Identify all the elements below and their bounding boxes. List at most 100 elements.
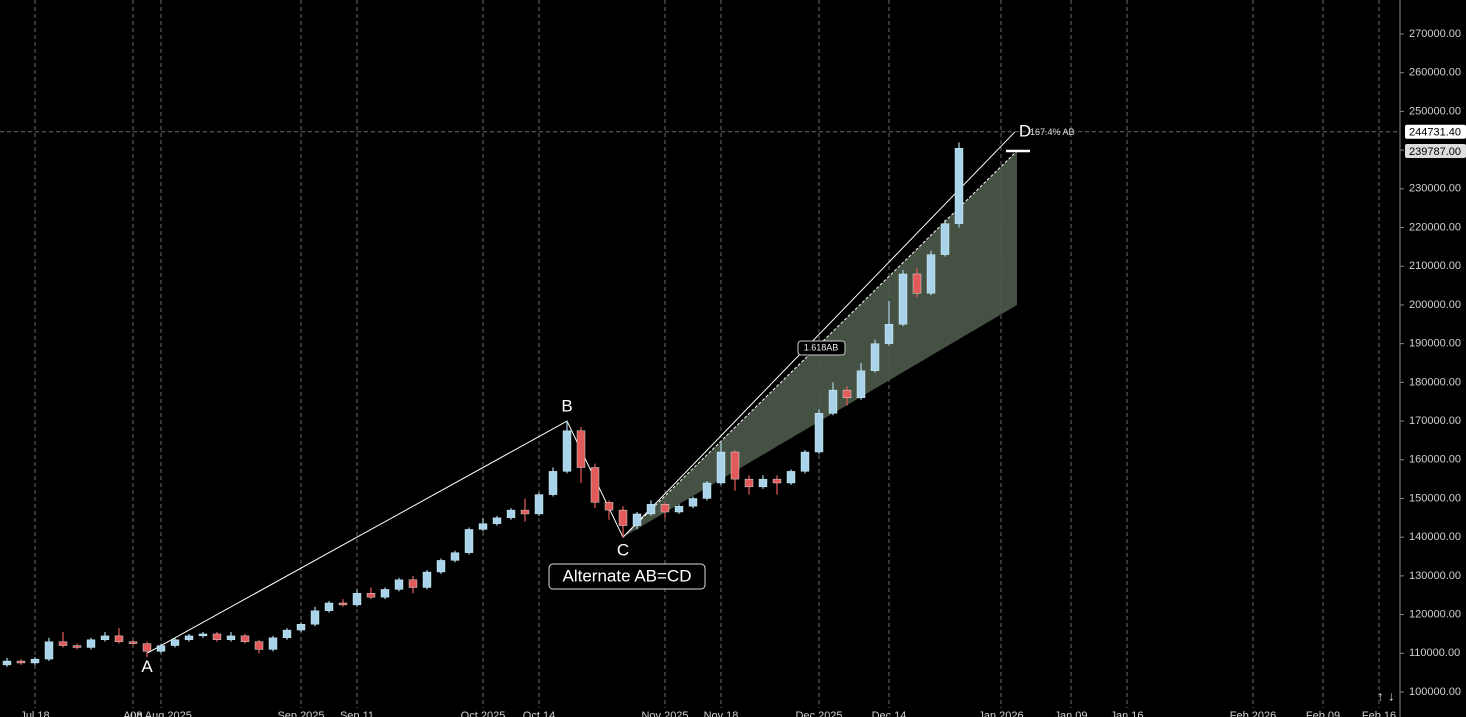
price-tag-box	[1405, 143, 1466, 158]
x-tick-label: Sep 2025	[277, 710, 324, 717]
x-tick-label: Nov 18	[704, 710, 739, 717]
candle-body	[576, 430, 586, 468]
candle-body	[268, 637, 278, 650]
x-tick-label: Sep 11	[340, 710, 374, 717]
candle-body	[772, 478, 782, 484]
x-tick-label: Jan 16	[1110, 710, 1143, 717]
scroll-up-icon[interactable]: ↑	[1377, 688, 1384, 703]
candles	[2, 142, 964, 667]
x-tick-label: Oct 2025	[461, 710, 506, 717]
y-tick-label: 250000.00	[1409, 105, 1461, 117]
x-tick-label: Nov 2025	[641, 710, 688, 717]
pattern-point-label: A	[141, 657, 153, 676]
y-tick-label: 150000.00	[1409, 492, 1461, 504]
candle-body	[310, 610, 320, 625]
candle-body	[604, 502, 614, 511]
candle-body	[240, 635, 250, 642]
candle-body	[520, 509, 530, 515]
candle-body	[562, 430, 572, 472]
y-tick-label: 190000.00	[1409, 338, 1461, 350]
candle-body	[408, 579, 418, 588]
y-tick-label: 120000.00	[1409, 608, 1461, 620]
candle-body	[282, 629, 292, 639]
scroll-down-icon[interactable]: ↓	[1388, 688, 1395, 703]
x-tick-label: Dec 14	[872, 710, 907, 717]
candle-body	[2, 660, 12, 666]
pattern-name: Alternate AB=CD	[563, 566, 692, 585]
y-tick-label: 180000.00	[1409, 376, 1461, 388]
ratio-label: 1.618AB	[804, 342, 839, 352]
y-tick-label: 170000.00	[1409, 415, 1461, 427]
y-tick-label: 210000.00	[1409, 260, 1461, 272]
y-tick-label: 260000.00	[1409, 67, 1461, 79]
pattern-point-label: B	[561, 397, 572, 416]
candle-body	[534, 494, 544, 515]
price-tag-box	[1405, 124, 1466, 139]
x-tick-label: Jan 09	[1054, 710, 1087, 717]
candle-body	[184, 635, 194, 640]
candle-body	[632, 513, 642, 526]
candle-body	[30, 658, 40, 664]
y-tick-label: 220000.00	[1409, 221, 1461, 233]
y-tick-label: 100000.00	[1409, 686, 1461, 698]
candle-body	[786, 471, 796, 484]
candle-body	[590, 467, 600, 503]
candle-body	[954, 147, 964, 224]
candle-body	[380, 589, 390, 598]
candle-body	[226, 635, 236, 640]
candle-body	[688, 498, 698, 507]
candle-body	[744, 478, 754, 488]
y-tick-label: 140000.00	[1409, 531, 1461, 543]
candle-body	[58, 641, 68, 646]
candle-body	[646, 504, 656, 515]
candle-body	[828, 389, 838, 414]
candle-body	[618, 509, 628, 526]
candle-body	[492, 517, 502, 524]
candle-body	[72, 645, 82, 648]
candle-body	[128, 641, 138, 644]
x-tick-label: 08 Aug 2025	[130, 710, 192, 717]
candle-body	[100, 635, 110, 640]
candle-body	[254, 641, 264, 650]
candle-body	[198, 633, 208, 637]
candle-body	[156, 645, 166, 652]
candle-body	[422, 571, 432, 588]
candle-body	[212, 633, 222, 640]
candle-body	[366, 593, 376, 598]
candle-body	[352, 593, 362, 606]
candle-body	[16, 660, 26, 664]
candle-body	[478, 523, 488, 530]
ratio-box	[797, 340, 846, 356]
x-tick-label: Dec 2025	[795, 710, 842, 717]
candle-body	[870, 343, 880, 371]
candle-body	[114, 635, 124, 642]
y-tick-label: 160000.00	[1409, 454, 1461, 466]
candle-body	[702, 482, 712, 499]
candle-body	[758, 478, 768, 488]
x-tick-label: Feb 2026	[1230, 710, 1276, 717]
candle-body	[674, 506, 684, 513]
arrows: ↑ ↓	[1377, 688, 1395, 703]
candle-body	[660, 504, 670, 513]
candle-body	[814, 413, 824, 453]
x-tick-label: Aug	[123, 710, 143, 717]
candle-body	[940, 223, 950, 255]
candle-body	[884, 324, 894, 344]
candle-body	[394, 579, 404, 590]
candle-body	[296, 624, 306, 631]
candle-body	[898, 273, 908, 325]
candle-body	[86, 639, 96, 648]
y-tick-label: 270000.00	[1409, 28, 1461, 40]
candle-body	[856, 370, 866, 399]
candle-body	[170, 639, 180, 646]
price-tag: 239787.00	[1409, 146, 1461, 158]
candle-body	[436, 560, 446, 573]
candle-body	[450, 552, 460, 561]
pattern-point-label: D	[1019, 121, 1031, 140]
d-ratio-label: 167.4% AB	[1030, 127, 1075, 137]
x-tick-label: Jul 18	[20, 710, 49, 717]
candle-body	[926, 254, 936, 294]
x-tick-label: Feb 16	[1362, 710, 1396, 717]
pattern-point-label: C	[617, 541, 629, 560]
